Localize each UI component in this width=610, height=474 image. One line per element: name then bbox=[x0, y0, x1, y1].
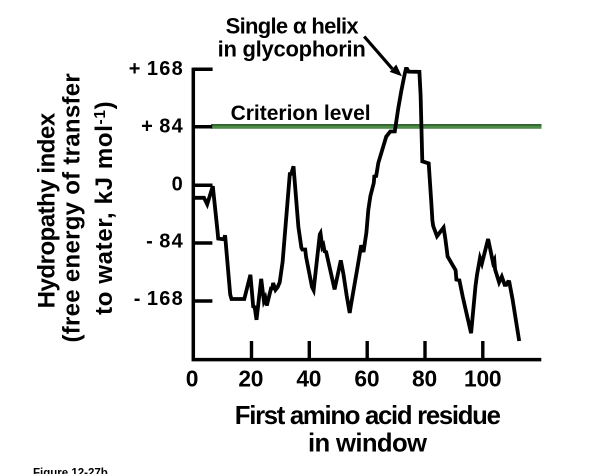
svg-text:60: 60 bbox=[354, 365, 379, 391]
svg-text:Single α helix: Single α helix bbox=[226, 14, 360, 39]
svg-text:Figure 12-27b: Figure 12-27b bbox=[33, 468, 108, 474]
svg-text:100: 100 bbox=[464, 365, 501, 391]
svg-text:80: 80 bbox=[412, 365, 437, 391]
svg-text:Hydropathy index: Hydropathy index bbox=[33, 112, 60, 308]
svg-text:- 84: - 84 bbox=[146, 230, 184, 252]
svg-text:+ 84: + 84 bbox=[141, 116, 184, 138]
svg-text:- 168: - 168 bbox=[134, 288, 184, 310]
svg-text:First amino acid residue: First amino acid residue bbox=[235, 402, 501, 430]
svg-text:in glycophorin: in glycophorin bbox=[218, 37, 366, 62]
svg-text:0: 0 bbox=[186, 365, 198, 391]
svg-text:to water, kJ mol-1): to water, kJ mol-1) bbox=[91, 101, 118, 315]
svg-text:Criterion level: Criterion level bbox=[231, 102, 371, 125]
svg-text:0: 0 bbox=[172, 173, 184, 195]
svg-text:(free energy of transfer: (free energy of transfer bbox=[58, 73, 85, 342]
svg-text:40: 40 bbox=[296, 365, 321, 391]
svg-text:in window: in window bbox=[308, 430, 428, 458]
svg-text:20: 20 bbox=[238, 365, 263, 391]
svg-text:+ 168: + 168 bbox=[129, 58, 184, 80]
